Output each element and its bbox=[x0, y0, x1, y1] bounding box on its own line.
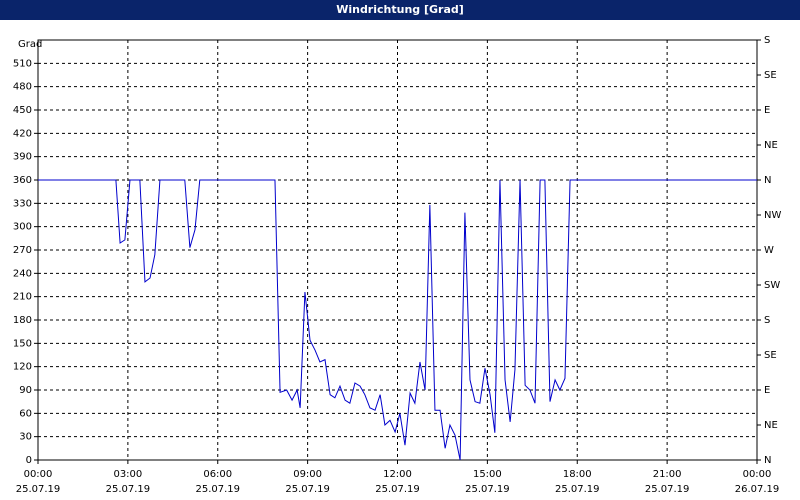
y2-tick-label: NE bbox=[764, 140, 778, 151]
y2-tick-label: SE bbox=[764, 70, 777, 81]
x-tick-label: 00:00 bbox=[24, 469, 53, 480]
y-tick-label: 360 bbox=[13, 175, 32, 186]
y2-tick-label: N bbox=[764, 455, 771, 466]
y-tick-label: 30 bbox=[19, 432, 32, 443]
chart-title: Windrichtung [Grad] bbox=[336, 3, 464, 16]
y-tick-label: 510 bbox=[13, 58, 32, 69]
y-tick-label: 480 bbox=[13, 82, 32, 93]
x-tick-label: 03:00 bbox=[113, 469, 142, 480]
x-tick-date: 25.07.19 bbox=[555, 484, 600, 495]
y-tick-label: 450 bbox=[13, 105, 32, 116]
y2-tick-label: N bbox=[764, 175, 771, 186]
x-tick-label: 18:00 bbox=[563, 469, 592, 480]
y-tick-label: 60 bbox=[19, 408, 32, 419]
x-tick-label: 15:00 bbox=[473, 469, 502, 480]
y2-tick-label: S bbox=[764, 35, 770, 46]
y-tick-label: 330 bbox=[13, 198, 32, 209]
x-tick-date: 25.07.19 bbox=[645, 484, 690, 495]
x-tick-label: 00:00 bbox=[743, 469, 772, 480]
y-tick-label: 240 bbox=[13, 268, 32, 279]
y-tick-label: 150 bbox=[13, 338, 32, 349]
y-tick-label: 210 bbox=[13, 292, 32, 303]
x-tick-date: 25.07.19 bbox=[195, 484, 240, 495]
x-tick-date: 25.07.19 bbox=[106, 484, 151, 495]
x-tick-label: 09:00 bbox=[293, 469, 322, 480]
y2-tick-label: NW bbox=[764, 210, 781, 221]
y-tick-label: 120 bbox=[13, 362, 32, 373]
x-tick-date: 25.07.19 bbox=[375, 484, 420, 495]
title-bar bbox=[0, 0, 800, 20]
x-tick-label: 21:00 bbox=[653, 469, 682, 480]
y-axis-label: Grad bbox=[18, 39, 42, 50]
y2-tick-label: W bbox=[764, 245, 774, 256]
y2-tick-label: E bbox=[764, 105, 770, 116]
x-tick-date: 26.07.19 bbox=[735, 484, 780, 495]
y2-tick-label: SW bbox=[764, 280, 780, 291]
x-tick-date: 25.07.19 bbox=[465, 484, 510, 495]
y-tick-label: 180 bbox=[13, 315, 32, 326]
y2-tick-label: E bbox=[764, 385, 770, 396]
plot-frame bbox=[37, 39, 758, 461]
y-tick-label: 390 bbox=[13, 152, 32, 163]
y-tick-label: 420 bbox=[13, 128, 32, 139]
data-line bbox=[38, 179, 757, 461]
y2-tick-label: NE bbox=[764, 420, 778, 431]
x-tick-date: 25.07.19 bbox=[285, 484, 330, 495]
x-tick-label: 06:00 bbox=[203, 469, 232, 480]
y-tick-label: 0 bbox=[26, 455, 32, 466]
y2-tick-label: S bbox=[764, 315, 770, 326]
y2-tick-label: SE bbox=[764, 350, 777, 361]
y-tick-label: 90 bbox=[19, 385, 32, 396]
x-tick-label: 12:00 bbox=[383, 469, 412, 480]
x-tick-date: 25.07.19 bbox=[16, 484, 61, 495]
y-tick-label: 270 bbox=[13, 245, 32, 256]
y-tick-label: 300 bbox=[13, 222, 32, 233]
